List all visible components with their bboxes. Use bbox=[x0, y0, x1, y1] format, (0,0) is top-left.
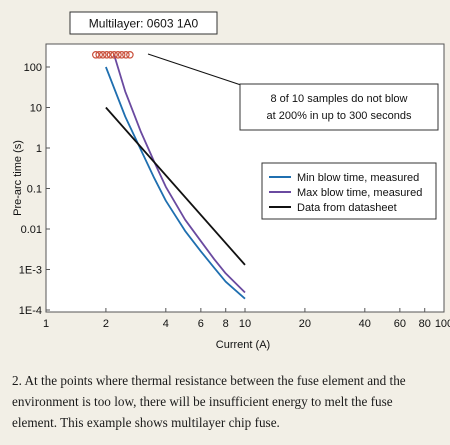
y-tick-label: 1E-3 bbox=[19, 265, 42, 277]
y-tick-label: 0.1 bbox=[27, 184, 42, 196]
annotation-line-2: at 200% in up to 300 seconds bbox=[267, 110, 412, 122]
legend-label: Data from datasheet bbox=[297, 202, 397, 214]
x-axis-label: Current (A) bbox=[216, 339, 270, 351]
series-line-1 bbox=[105, 66, 246, 300]
x-tick-label: 4 bbox=[163, 318, 169, 330]
series-line-2 bbox=[113, 54, 246, 294]
sample-marker bbox=[95, 50, 104, 59]
legend-label: Max blow time, measured bbox=[297, 187, 422, 199]
chart-title: Multilayer: 0603 1A0 bbox=[89, 17, 199, 31]
annotation-line-1: 8 of 10 samples do not blow bbox=[271, 93, 408, 105]
figure-caption: 2. At the points where thermal resistanc… bbox=[12, 373, 406, 430]
sample-markers bbox=[92, 50, 134, 59]
sample-marker bbox=[126, 50, 134, 59]
x-tick-label: 1 bbox=[43, 318, 49, 330]
x-tick-label: 20 bbox=[299, 318, 311, 330]
y-tick-label: 1 bbox=[36, 143, 42, 155]
y-axis: 100 10 1 0.1 0.01 1E-3 1E-4 bbox=[19, 62, 50, 317]
x-tick-label: 40 bbox=[359, 318, 371, 330]
series-layer bbox=[105, 54, 246, 300]
legend-label: Min blow time, measured bbox=[297, 172, 419, 184]
sample-marker bbox=[106, 50, 115, 59]
y-tick-label: 0.01 bbox=[21, 224, 42, 236]
annotation-box bbox=[239, 83, 439, 131]
legend: Min blow time, measured Max blow time, me… bbox=[261, 162, 437, 220]
y-tick-label: 100 bbox=[24, 62, 42, 74]
x-tick-label: 10 bbox=[239, 318, 251, 330]
x-tick-label: 60 bbox=[394, 318, 406, 330]
series-line-3 bbox=[105, 106, 246, 266]
x-tick-label: 100 bbox=[435, 318, 450, 330]
x-tick-label: 2 bbox=[103, 318, 109, 330]
pre-arc-time-chart: Multilayer: 0603 1A0 1 2 4 6 8 10 20 40 60 80 100 … bbox=[12, 11, 450, 351]
x-tick-label: 8 bbox=[223, 318, 229, 330]
x-tick-label: 80 bbox=[419, 318, 431, 330]
y-tick-label: 1E-4 bbox=[19, 305, 42, 317]
sample-marker bbox=[110, 50, 118, 59]
sample-marker bbox=[99, 50, 107, 59]
sample-marker bbox=[103, 50, 111, 59]
y-tick-label: 10 bbox=[30, 103, 42, 115]
sample-marker bbox=[117, 50, 126, 59]
sample-marker bbox=[122, 50, 130, 59]
x-tick-label: 6 bbox=[198, 318, 204, 330]
y-axis-label: Pre-arc time (s) bbox=[12, 140, 24, 216]
title-box bbox=[69, 11, 218, 35]
sample-marker bbox=[114, 50, 122, 59]
x-axis: 1 2 4 6 8 10 20 40 60 80 100 bbox=[43, 308, 450, 330]
